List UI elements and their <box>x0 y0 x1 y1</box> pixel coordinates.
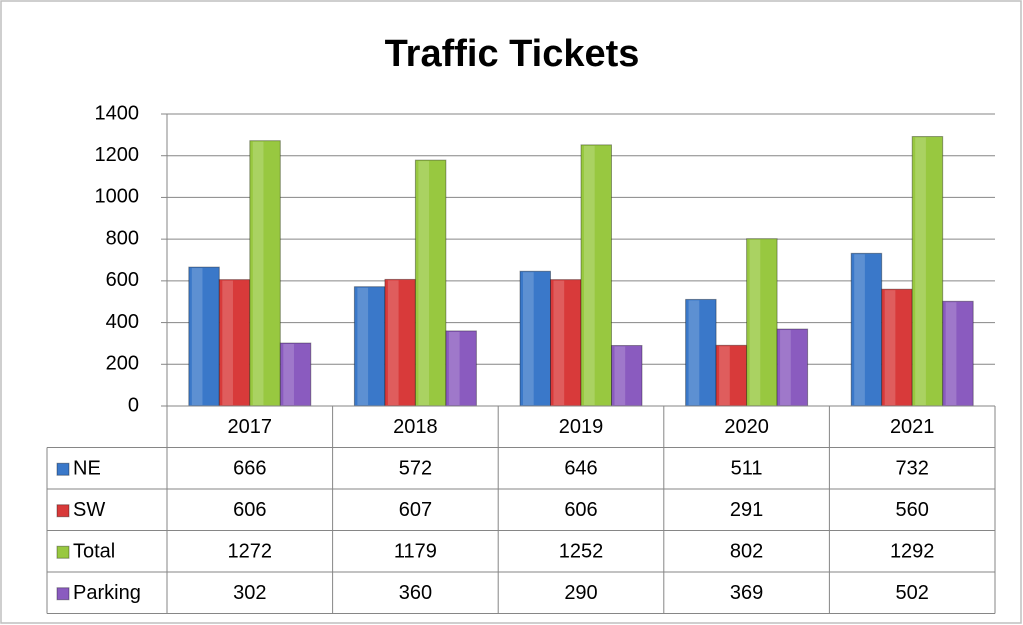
table-value: 1272 <box>228 541 273 563</box>
bar <box>353 286 386 407</box>
table-value: 666 <box>233 458 266 480</box>
x-tick-label: 2020 <box>724 416 769 438</box>
bar-highlight <box>584 145 595 405</box>
bar-highlight <box>915 137 926 406</box>
bar-highlight <box>387 280 399 405</box>
bar-highlight <box>523 272 534 405</box>
legend-key <box>56 545 70 559</box>
bar <box>384 278 416 407</box>
bar <box>414 159 447 407</box>
bar <box>249 140 281 407</box>
y-tick-label: 800 <box>106 227 139 249</box>
legend-key <box>56 462 70 476</box>
bar-highlight <box>283 344 294 405</box>
y-tick-label: 200 <box>106 353 139 375</box>
legend-key <box>56 587 70 601</box>
x-tick-label: 2018 <box>393 416 438 438</box>
table-value: 606 <box>233 499 266 521</box>
y-tick-label: 1000 <box>95 186 140 208</box>
y-tick-label: 1200 <box>95 144 140 166</box>
table-value: 369 <box>730 582 763 604</box>
bar-highlight <box>222 280 233 405</box>
table-value: 302 <box>233 582 266 604</box>
table-value: 1252 <box>559 541 604 563</box>
table-value: 1179 <box>394 541 437 563</box>
bar <box>850 252 883 407</box>
table-value: 511 <box>731 458 763 480</box>
bar-highlight <box>252 141 264 405</box>
bar-highlight <box>749 239 761 405</box>
bar-highlight <box>418 161 430 405</box>
y-tick-label: 1400 <box>95 102 140 124</box>
legend-label: NE <box>73 458 101 480</box>
bar-highlight <box>553 280 565 405</box>
bar <box>881 288 913 407</box>
table-value: 291 <box>730 499 763 521</box>
table-value: 290 <box>564 582 597 604</box>
bar <box>746 238 778 407</box>
table-value: 607 <box>399 499 432 521</box>
bar <box>776 328 809 407</box>
table-value: 560 <box>896 499 929 521</box>
y-tick-label: 400 <box>106 311 139 333</box>
bar <box>911 136 944 407</box>
legend-key <box>56 504 70 518</box>
table-value: 502 <box>896 582 929 604</box>
chart-title: Traffic Tickets <box>385 33 640 75</box>
y-tick-label: 0 <box>128 394 139 416</box>
table-value: 606 <box>564 499 597 521</box>
y-tick-label: 600 <box>106 269 139 291</box>
legend-label: SW <box>73 499 105 521</box>
bar <box>580 144 612 407</box>
bar <box>218 279 251 407</box>
table-value: 646 <box>564 458 597 480</box>
bar <box>279 342 312 407</box>
bar-highlight <box>854 254 865 405</box>
x-tick-label: 2017 <box>228 416 273 438</box>
legend-label: Total <box>73 541 115 563</box>
bar <box>550 279 582 407</box>
table-value: 1292 <box>890 541 935 563</box>
table-value: 732 <box>896 458 929 480</box>
bar <box>611 345 643 407</box>
bar <box>942 300 974 407</box>
bar-highlight <box>614 346 626 405</box>
x-tick-label: 2021 <box>890 416 935 438</box>
bar-highlight <box>884 290 896 405</box>
bar-highlight <box>448 331 460 405</box>
bar-highlight <box>945 302 957 405</box>
table-value: 572 <box>399 458 432 480</box>
bar-highlight <box>357 287 369 405</box>
bar-highlight <box>719 346 730 405</box>
table-value: 360 <box>399 582 432 604</box>
x-tick-label: 2019 <box>559 416 604 438</box>
bar-highlight <box>191 268 203 405</box>
table-value: 802 <box>730 541 763 563</box>
legend-label: Parking <box>73 582 141 604</box>
bar-highlight <box>780 330 791 405</box>
bar-highlight <box>688 300 700 405</box>
